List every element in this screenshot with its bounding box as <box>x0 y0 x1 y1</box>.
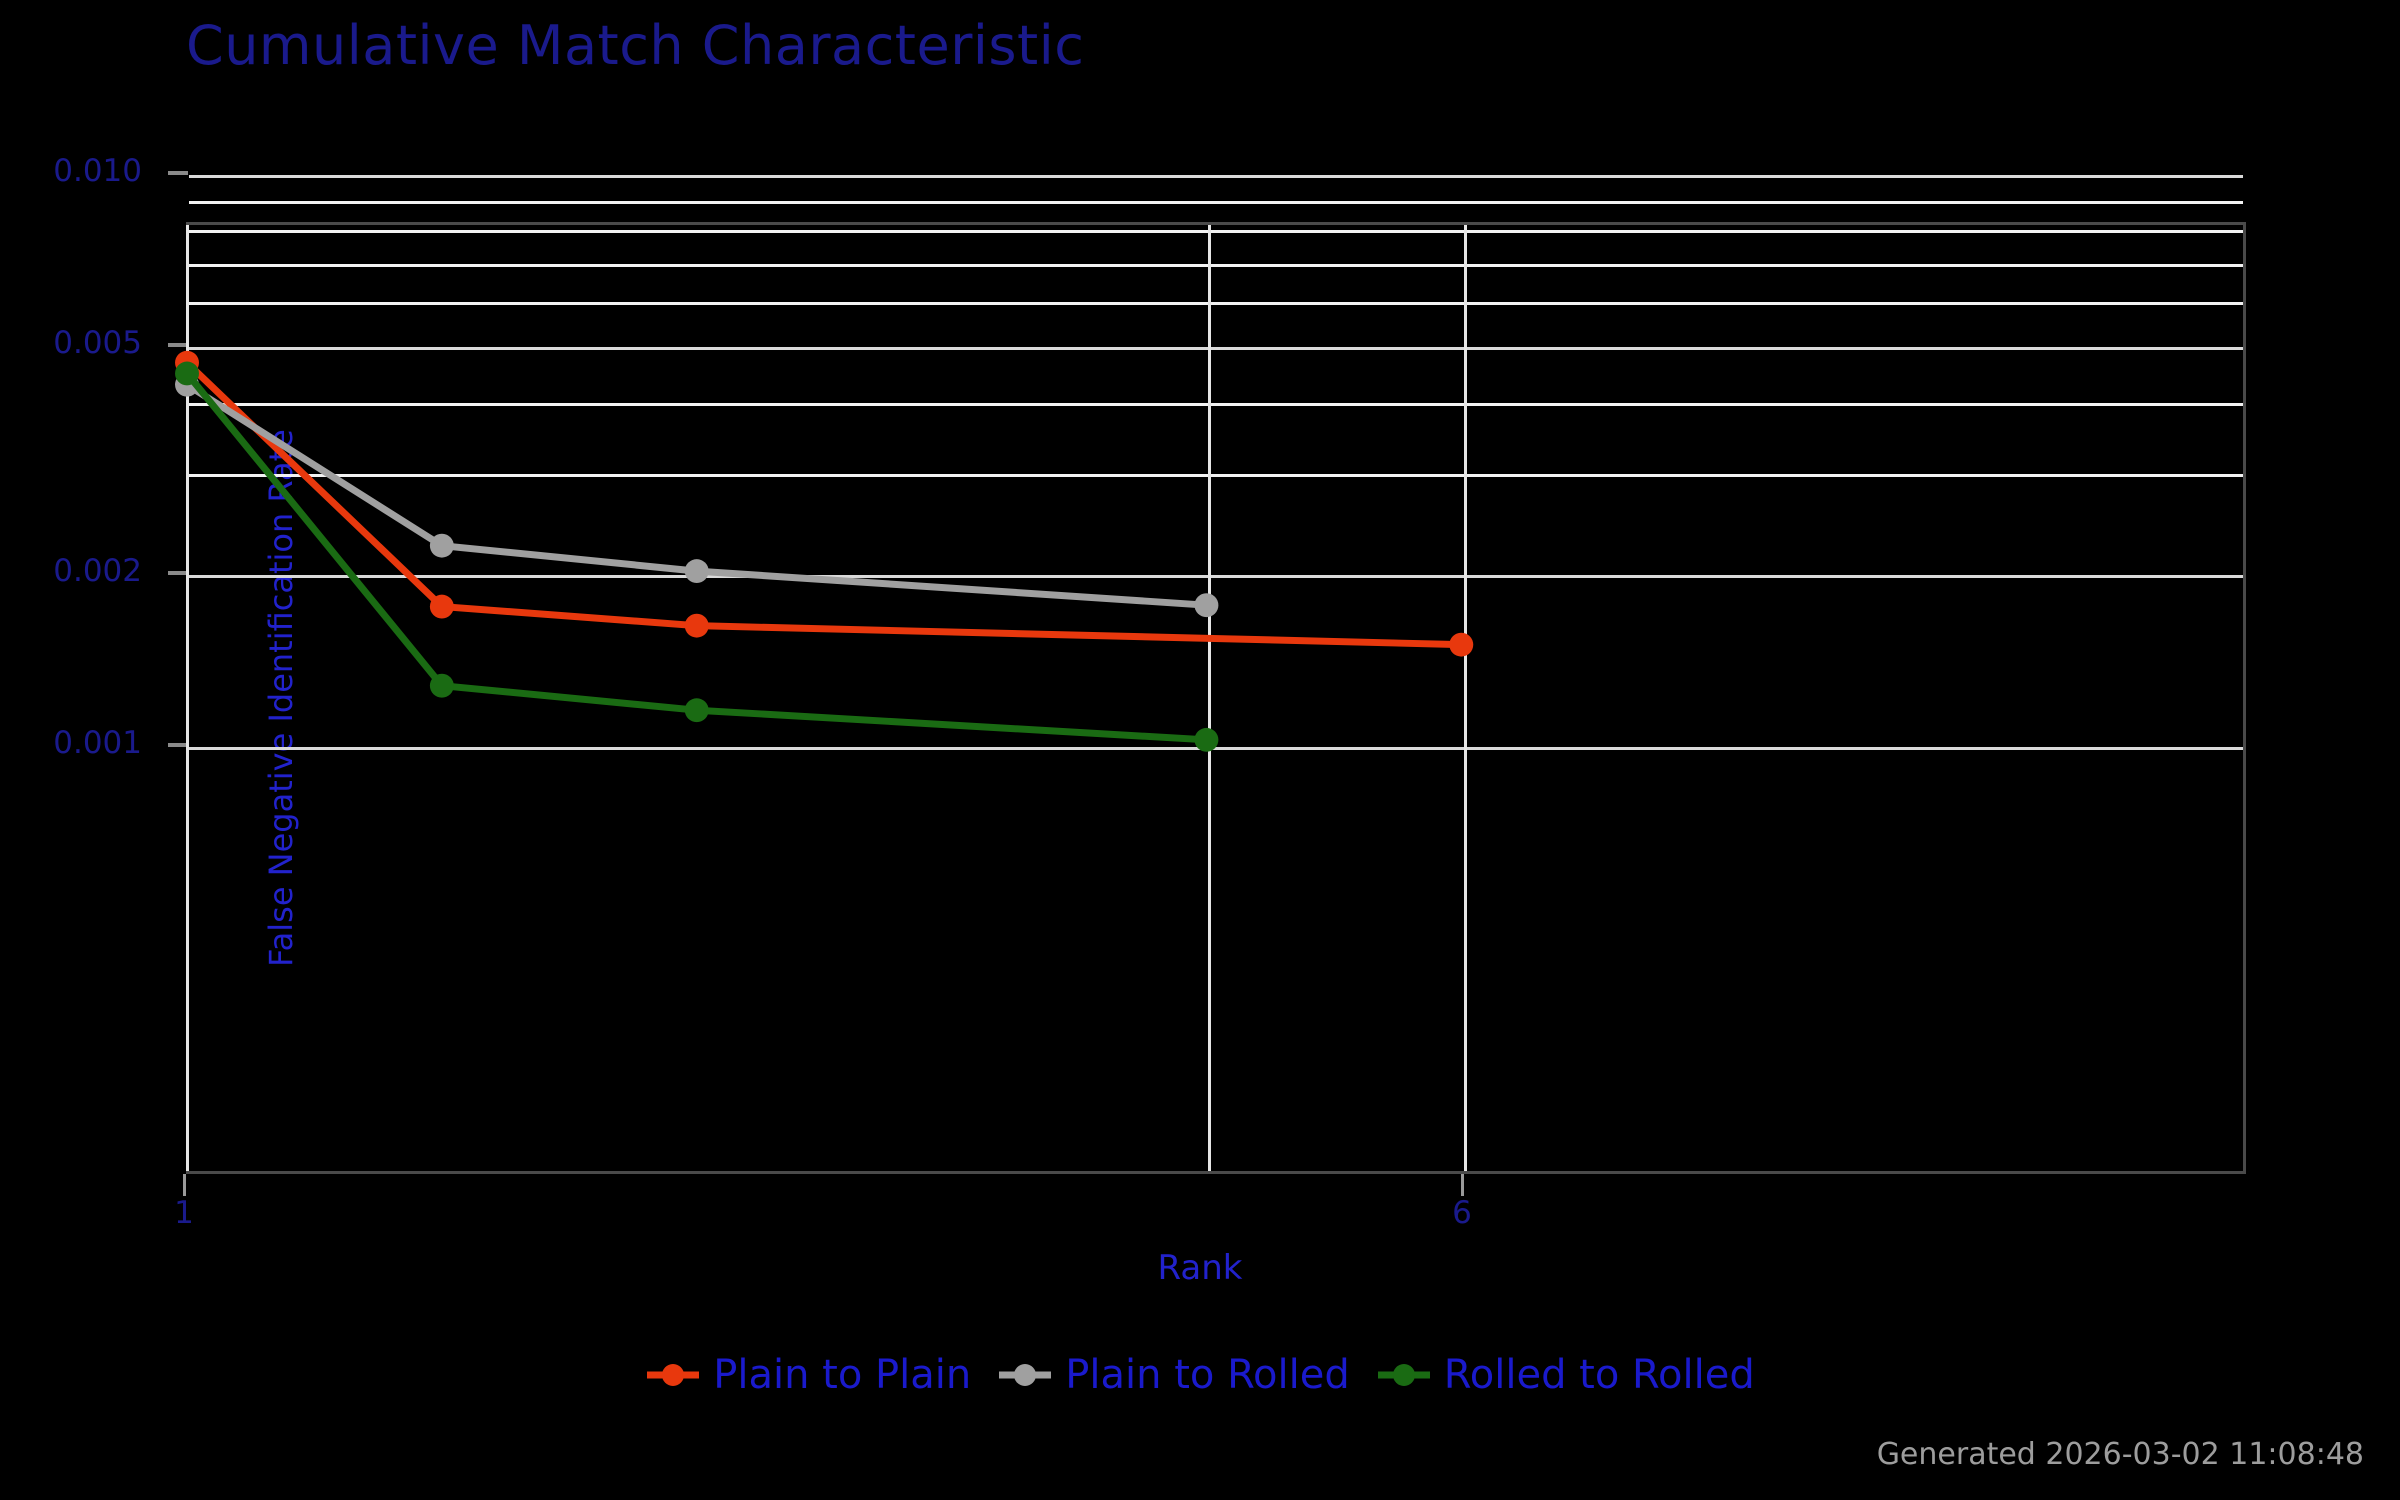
data-point <box>684 559 709 584</box>
plot-area <box>175 175 2246 1174</box>
data-point <box>684 613 709 638</box>
legend-label: Plain to Plain <box>713 1352 972 1398</box>
y-axis-tick-mark <box>168 343 188 348</box>
x-axis-title: Rank <box>1157 1248 1243 1288</box>
gridline-horizontal-major <box>189 175 2243 178</box>
data-point <box>175 361 199 386</box>
gridline-horizontal-major <box>189 574 2243 578</box>
gridline-horizontal-minor <box>189 230 2243 234</box>
gridline-vertical <box>1464 225 1467 1171</box>
legend-label: Plain to Rolled <box>1065 1352 1350 1398</box>
y-axis-tick-label: 0.001 <box>53 725 142 761</box>
series-layer <box>175 350 1474 752</box>
gridline-horizontal-minor <box>189 474 2243 478</box>
legend-item-2[interactable]: Plain to Rolled <box>997 1352 1350 1398</box>
y-axis-title-container: False Negative Identification Rate <box>18 222 300 1174</box>
x-axis-tick-label: 1 <box>174 1195 194 1231</box>
series-2 <box>175 372 1219 618</box>
x-axis-tick-mark <box>183 1174 186 1196</box>
x-axis-tick-label: 6 <box>1452 1195 1472 1231</box>
legend-marker-icon <box>999 1364 1052 1386</box>
gridline-horizontal-minor <box>189 263 2243 267</box>
data-point <box>429 673 454 698</box>
series-line <box>183 359 1465 649</box>
gridline-vertical <box>1208 225 1212 1171</box>
gridline-horizontal-major <box>189 747 2243 750</box>
data-point <box>429 594 454 619</box>
legend-item-1[interactable]: Plain to Plain <box>645 1352 971 1398</box>
chart-legend: Plain to Plain Plain to Rolled Rolled to R… <box>0 1352 2400 1398</box>
data-point <box>684 698 709 723</box>
gridline-horizontal-minor <box>189 201 2243 205</box>
y-axis-tick-mark <box>168 743 188 747</box>
page-title: Cumulative Match Characteristic <box>186 14 1085 77</box>
legend-marker-icon <box>1377 1364 1430 1386</box>
y-axis-tick-label: 0.005 <box>53 325 142 362</box>
x-axis-tick-mark <box>1461 1174 1464 1196</box>
gridline-horizontal-minor <box>189 301 2243 305</box>
series-line <box>183 381 1210 609</box>
series-line <box>183 369 1210 744</box>
legend-label: Rolled to Rolled <box>1443 1352 1755 1398</box>
data-point <box>1194 593 1219 618</box>
data-point <box>1449 632 1474 657</box>
legend-item-3[interactable]: Rolled to Rolled <box>1376 1352 1755 1398</box>
legend-marker-icon <box>647 1364 700 1386</box>
gridline-horizontal-major <box>189 347 2243 351</box>
gridline-vertical <box>186 225 189 1171</box>
data-point <box>1194 727 1219 752</box>
y-axis-tick-label: 0.010 <box>53 153 142 189</box>
y-axis-tick-mark <box>168 570 188 575</box>
gridline-horizontal-minor <box>189 402 2243 406</box>
y-axis-tick-label: 0.002 <box>53 552 142 589</box>
generated-timestamp: Generated 2026-03-02 11:08:48 <box>1876 1437 2364 1472</box>
y-axis-tick-mark <box>168 171 188 175</box>
data-point <box>429 533 454 558</box>
series-3 <box>175 361 1219 752</box>
